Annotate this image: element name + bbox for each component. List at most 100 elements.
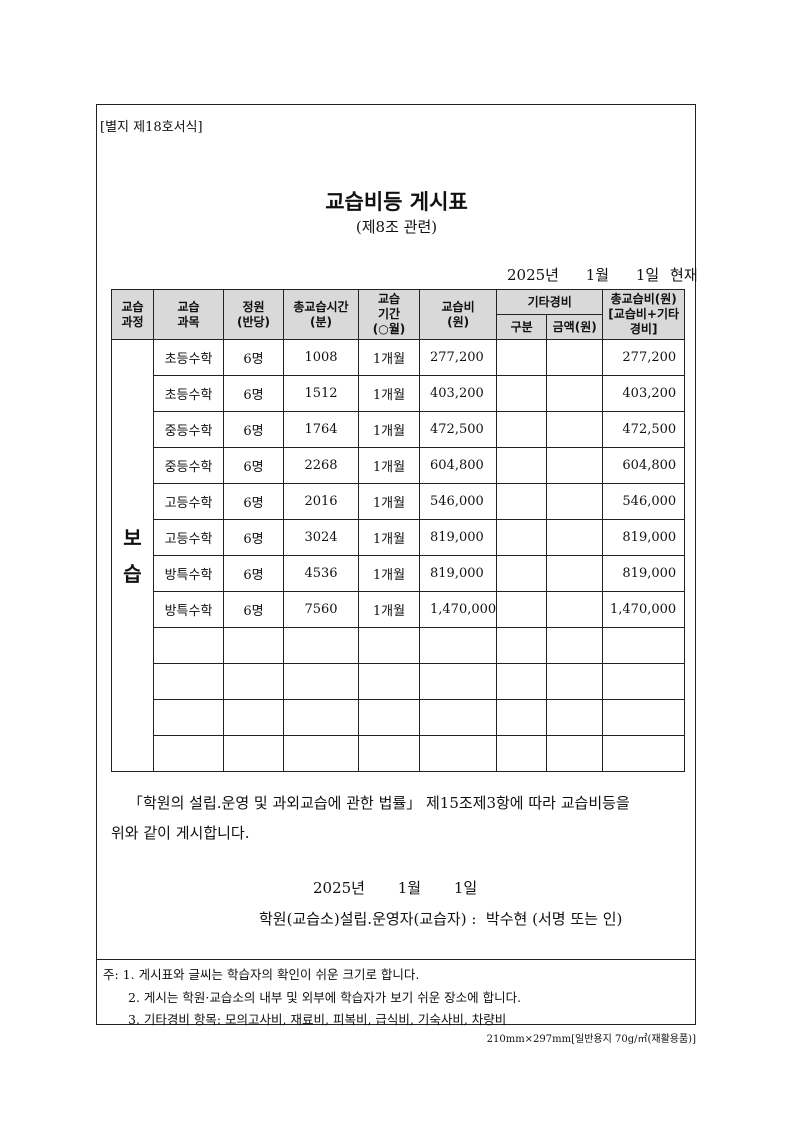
- table-row: 중등수학 6명 1764 1개월 472,500 472,500: [112, 411, 686, 448]
- cell-period: [358, 735, 420, 772]
- cell-minutes: 2268: [283, 447, 359, 484]
- page-title: 교습비등 게시표: [325, 190, 468, 214]
- cell-subject: 고등수학: [153, 519, 224, 556]
- table-row: 보 습 초등수학 6명 1008 1개월 277,200 277,200: [111, 339, 686, 772]
- page-subtitle: (제8조 관련): [355, 218, 438, 236]
- cell-minutes: [283, 735, 359, 772]
- table-row: 초등수학 6명 1512 1개월 403,200 403,200: [112, 375, 686, 412]
- cell-fee: 277,200: [418, 339, 498, 376]
- header-other-expenses: 기타경비: [496, 289, 604, 315]
- cell-subject: [153, 627, 224, 664]
- cell-subject: 초등수학: [153, 339, 224, 376]
- cell-other-amount: [546, 699, 604, 736]
- cell-other-type: [496, 447, 548, 484]
- table-row: 방특수학 6명 7560 1개월 1,470,000 1,470,000: [112, 591, 686, 628]
- cell-total: 546,000: [602, 483, 686, 520]
- cell-period: 1개월: [358, 483, 420, 520]
- cell-total: [602, 699, 686, 736]
- as-of-year: 2025년: [507, 266, 559, 284]
- cell-other-type: [496, 591, 548, 628]
- cell-subject: [153, 699, 224, 736]
- cell-capacity: 6명: [223, 375, 284, 412]
- cell-capacity: [223, 699, 284, 736]
- cell-minutes: [283, 699, 359, 736]
- fee-table: 교습 과정 교습 과목 정원 (반당) 총교습시간 (분) 교습 기간 (○월)…: [111, 289, 686, 772]
- cell-minutes: 1764: [283, 411, 359, 448]
- cell-total: 277,200: [602, 339, 686, 376]
- cell-other-type: [496, 699, 548, 736]
- header-other-amount: 금액(원): [546, 314, 604, 340]
- cell-minutes: 3024: [283, 519, 359, 556]
- cell-other-amount: [546, 591, 604, 628]
- cell-capacity: 6명: [223, 411, 284, 448]
- notes-divider: [96, 959, 696, 960]
- cell-fee: 1,470,000: [418, 591, 498, 628]
- sign-day: 1일: [453, 879, 478, 897]
- header-other-type: 구분: [496, 314, 548, 340]
- note-3: 3. 기타경비 항목: 모의고사비, 재료비, 피복비, 급식비, 기숙사비, …: [128, 1012, 507, 1027]
- cell-other-type: [496, 519, 548, 556]
- header-period: 교습 기간 (○월): [358, 289, 420, 340]
- cell-fee: 546,000: [418, 483, 498, 520]
- as-of-date: 2025년 1월 1일 현재: [507, 264, 698, 285]
- table-row: 고등수학 6명 2016 1개월 546,000 546,000: [112, 483, 686, 520]
- header-course: 교습 과정: [111, 289, 154, 340]
- cell-other-type: [496, 411, 548, 448]
- cell-period: 1개월: [358, 339, 420, 376]
- cell-total: 403,200: [602, 375, 686, 412]
- note-1: 주: 1. 게시표와 글씨는 학습자의 확인이 쉬운 크기로 합니다.: [103, 967, 420, 982]
- form-label: [별지 제18호서식]: [100, 120, 203, 135]
- cell-minutes: 7560: [283, 591, 359, 628]
- cell-other-type: [496, 375, 548, 412]
- cell-total: 604,800: [602, 447, 686, 484]
- cell-capacity: [223, 735, 284, 772]
- sign-year: 2025년: [313, 879, 365, 897]
- cell-other-type: [496, 339, 548, 376]
- cell-other-amount: [546, 411, 604, 448]
- header-capacity: 정원 (반당): [223, 289, 284, 340]
- cell-other-amount: [546, 339, 604, 376]
- cell-minutes: [283, 663, 359, 700]
- cell-subject: 방특수학: [153, 555, 224, 592]
- cell-other-type: [496, 555, 548, 592]
- cell-period: 1개월: [358, 555, 420, 592]
- cell-capacity: 6명: [223, 447, 284, 484]
- cell-total: 819,000: [602, 519, 686, 556]
- cell-fee: 819,000: [418, 555, 498, 592]
- as-of-month: 1월: [585, 266, 610, 284]
- course-cell: 보 습: [111, 339, 154, 772]
- cell-period: 1개월: [358, 375, 420, 412]
- cell-fee: [418, 735, 498, 772]
- cell-total: [602, 735, 686, 772]
- cell-fee: [418, 699, 498, 736]
- sign-month: 1월: [397, 879, 422, 897]
- cell-fee: 819,000: [418, 519, 498, 556]
- header-total-time: 총교습시간 (분): [283, 289, 359, 340]
- cell-period: 1개월: [358, 447, 420, 484]
- cell-fee: [418, 663, 498, 700]
- cell-total: [602, 663, 686, 700]
- cell-other-amount: [546, 735, 604, 772]
- table-row: 중등수학 6명 2268 1개월 604,800 604,800: [112, 447, 686, 484]
- cell-capacity: 6명: [223, 591, 284, 628]
- cell-fee: 403,200: [418, 375, 498, 412]
- cell-subject: 방특수학: [153, 591, 224, 628]
- header-subject: 교습 과목: [153, 289, 224, 340]
- cell-capacity: [223, 663, 284, 700]
- cell-other-amount: [546, 663, 604, 700]
- cell-subject: 중등수학: [153, 411, 224, 448]
- cell-period: 1개월: [358, 411, 420, 448]
- cell-other-amount: [546, 627, 604, 664]
- cell-other-amount: [546, 375, 604, 412]
- cell-capacity: [223, 627, 284, 664]
- header-fee: 교습비 (원): [418, 289, 498, 340]
- cell-subject: 중등수학: [153, 447, 224, 484]
- cell-other-amount: [546, 519, 604, 556]
- paper-spec: 210mm×297mm[일반용지 70g/㎡(재활용품)]: [486, 1034, 696, 1045]
- header-total: 총교습비(원) [교습비+기타 경비]: [602, 289, 686, 340]
- sign-date: 2025년 1월 1일: [313, 877, 477, 898]
- cell-capacity: 6명: [223, 555, 284, 592]
- statement-line-2: 위와 같이 게시합니다.: [111, 824, 250, 842]
- table-row: 방특수학 6명 4536 1개월 819,000 819,000: [112, 555, 686, 592]
